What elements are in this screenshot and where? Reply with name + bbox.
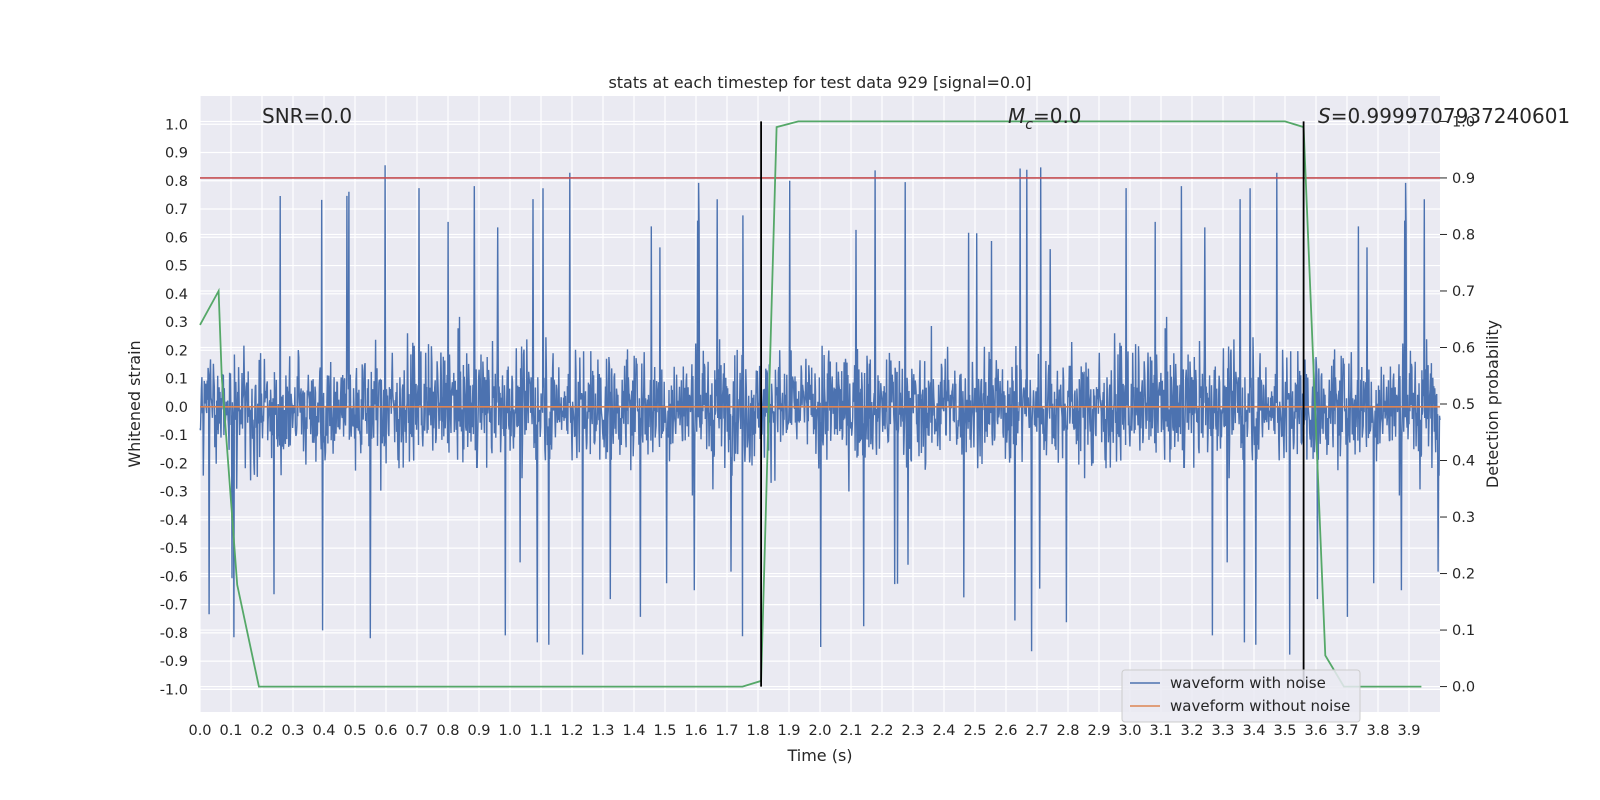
x-tick-label: 2.0	[808, 723, 831, 739]
y-right-tick-label: 1.0	[1452, 114, 1475, 130]
waveform-with-noise-series	[199, 165, 1441, 655]
x-tick-label: 0.7	[405, 723, 428, 739]
x-tick-label: 2.2	[870, 723, 893, 739]
chart-title: stats at each timestep for test data 929…	[608, 73, 1031, 92]
y-left-tick-label: 0.5	[165, 259, 188, 275]
y-axis-right-ticks: 0.0 0.1 0.2 0.3 0.4 0.5 0.6 0.7 0.8 0.9 1.0	[1440, 114, 1475, 696]
x-tick-label: 1.8	[746, 723, 769, 739]
x-tick-label: 3.4	[1242, 723, 1265, 739]
chirp-mass-symbol: M	[1008, 104, 1025, 128]
x-tick-label: 3.1	[1149, 723, 1172, 739]
overlay-lines	[199, 120, 1440, 688]
x-tick-label: 2.9	[1087, 723, 1110, 739]
x-tick-label: 1.3	[591, 723, 614, 739]
y-left-tick-label: 0.7	[165, 202, 188, 218]
y-left-tick-label: 0.6	[165, 230, 188, 246]
y-left-tick-label: 0.8	[165, 174, 188, 190]
x-tick-label: 2.5	[963, 723, 986, 739]
y-right-tick-label: 0.8	[1452, 227, 1475, 243]
legend-box	[1121, 669, 1361, 723]
chirp-mass-annotation: Mc=0.0	[1008, 104, 1082, 133]
y-right-tick-label: 0.4	[1452, 454, 1475, 470]
x-tick-label: 1.0	[498, 723, 521, 739]
x-tick-label: 1.1	[529, 723, 552, 739]
x-tick-label: 0.6	[374, 723, 397, 739]
x-tick-label: 0.9	[467, 723, 490, 739]
y-left-tick-label: 0.3	[165, 315, 188, 331]
y-right-tick-label: 0.3	[1452, 510, 1475, 526]
x-axis-ticks: 0.0 0.1 0.2 0.3 0.4 0.5 0.6 0.7 0.8 0.9 1.0 1.1 1.2 1…	[188, 723, 1420, 739]
x-tick-label: 0.0	[188, 723, 211, 739]
y-right-tick-label: 0.0	[1452, 680, 1475, 696]
x-tick-label: 2.7	[1025, 723, 1048, 739]
y-axis-left-ticks: 1.0 0.9 0.8 0.7 0.6 0.5 0.4 0.3 0.2 0.1 0.0 -0.1 -0.…	[160, 117, 188, 698]
chirp-mass-subscript: c	[1025, 117, 1033, 133]
y-right-tick-label: 0.9	[1452, 171, 1475, 187]
x-tick-label: 0.5	[343, 723, 366, 739]
y-left-tick-label: -0.8	[160, 626, 188, 642]
y-left-tick-label: -0.5	[160, 541, 188, 557]
y-left-tick-label: -0.3	[160, 485, 188, 501]
y-left-tick-label: -0.6	[160, 569, 188, 585]
x-tick-label: 3.3	[1211, 723, 1234, 739]
y-left-tick-label: -0.2	[160, 456, 188, 472]
x-tick-label: 2.8	[1056, 723, 1079, 739]
x-tick-label: 3.2	[1180, 723, 1203, 739]
y-right-tick-label: 0.6	[1452, 340, 1475, 356]
x-tick-label: 1.9	[777, 723, 800, 739]
y-left-tick-label: 0.2	[165, 343, 188, 359]
x-tick-label: 0.3	[281, 723, 304, 739]
legend-label-without-noise: waveform without noise	[1170, 697, 1350, 715]
legend-label-with-noise: waveform with noise	[1170, 674, 1326, 692]
x-tick-label: 2.6	[994, 723, 1017, 739]
x-tick-label: 2.3	[901, 723, 924, 739]
snr-annotation: SNR=0.0	[262, 104, 352, 128]
y-axis-left-label: Whitened strain	[125, 340, 144, 467]
y-left-tick-label: 1.0	[165, 117, 188, 133]
x-tick-label: 1.5	[653, 723, 676, 739]
x-tick-label: 1.6	[684, 723, 707, 739]
y-right-tick-label: 0.5	[1452, 397, 1475, 413]
x-tick-label: 0.1	[219, 723, 242, 739]
x-tick-label: 0.2	[250, 723, 273, 739]
score-symbol: S	[1318, 104, 1331, 128]
score-annotation: S=0.999970793724060​1	[1318, 104, 1570, 128]
x-tick-label: 3.9	[1397, 723, 1420, 739]
y-right-tick-label: 0.7	[1452, 284, 1475, 300]
x-tick-label: 3.6	[1304, 723, 1327, 739]
y-left-tick-label: -0.1	[160, 428, 188, 444]
x-tick-label: 0.8	[436, 723, 459, 739]
y-left-tick-label: -0.4	[160, 513, 188, 529]
x-tick-label: 3.7	[1335, 723, 1358, 739]
y-left-tick-label: -0.9	[160, 654, 188, 670]
x-tick-label: 3.0	[1118, 723, 1141, 739]
x-tick-label: 1.2	[560, 723, 583, 739]
y-left-tick-label: 0.1	[165, 372, 188, 388]
y-left-tick-label: -0.7	[160, 598, 188, 614]
legend: waveform with noise waveform without noi…	[1121, 669, 1361, 723]
y-left-tick-label: 0.9	[165, 146, 188, 162]
x-tick-label: 3.8	[1366, 723, 1389, 739]
waveform-with-noise-line	[199, 165, 1441, 655]
y-left-tick-label: -1.0	[160, 682, 188, 698]
x-tick-label: 1.7	[715, 723, 738, 739]
x-tick-label: 2.1	[839, 723, 862, 739]
y-left-tick-label: 0.4	[165, 287, 188, 303]
y-axis-right-label: Detection probability	[1483, 320, 1502, 488]
y-right-tick-label: 0.1	[1452, 623, 1475, 639]
y-left-tick-label: 0.0	[165, 400, 188, 416]
x-tick-label: 2.4	[932, 723, 955, 739]
x-axis-label: Time (s)	[786, 746, 852, 765]
x-tick-label: 3.5	[1273, 723, 1296, 739]
x-tick-label: 1.4	[622, 723, 645, 739]
chirp-mass-value: =0.0	[1033, 104, 1082, 128]
y-right-tick-label: 0.2	[1452, 567, 1475, 583]
x-tick-label: 0.4	[312, 723, 335, 739]
score-value: =0.999970793724060​1	[1331, 104, 1570, 128]
